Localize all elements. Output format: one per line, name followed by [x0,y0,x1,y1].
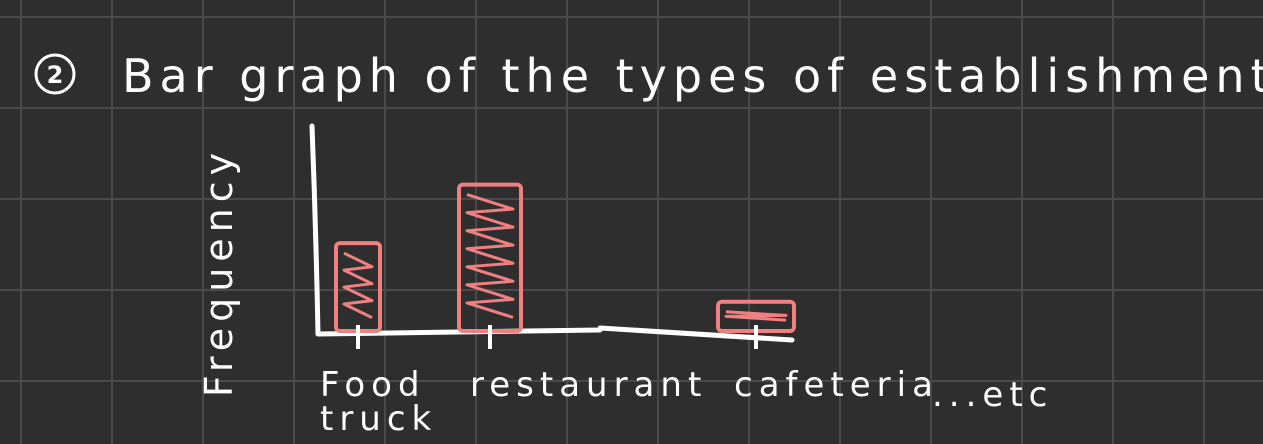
item-number-circle [34,53,76,95]
item-number: 2 [47,61,64,89]
chart-title: Bar graph of the types of establishments [122,49,1263,103]
y-axis-label: Frequency [197,147,241,397]
item-number-badge: 2 [34,53,76,95]
bars-group [334,182,796,349]
bar-scribble-2 [724,310,788,322]
bar-scribble-0 [342,251,374,319]
x-tick-label-1: restaurant [470,365,707,405]
bar-scribble-1 [465,193,515,319]
x-tick-label-2: cafeteria [734,365,939,405]
x-tick-label-0: Food truck [320,365,437,439]
x-axis-line [315,325,795,343]
trailing-etc-text: ...etc [932,375,1053,415]
x-tick-labels: Food truck restaurant cafeteria [320,365,939,439]
y-axis-line [309,123,321,337]
